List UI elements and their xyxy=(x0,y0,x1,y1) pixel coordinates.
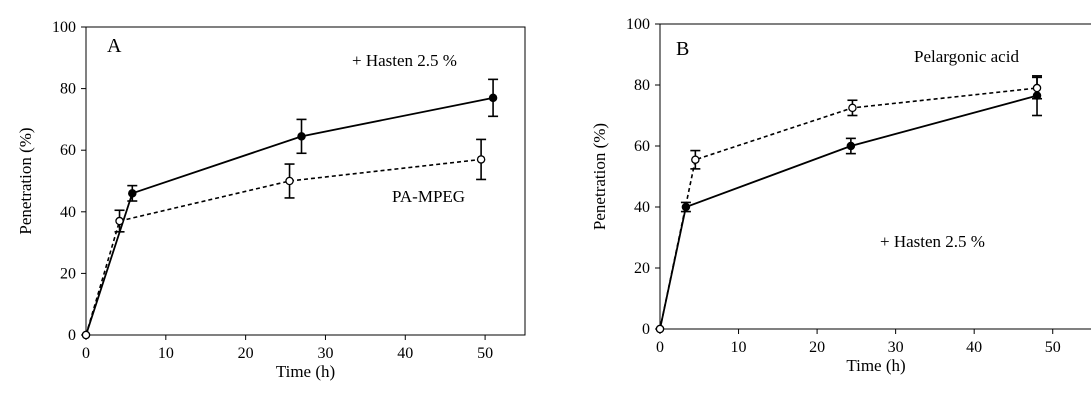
data-point xyxy=(285,176,294,186)
data-point xyxy=(691,155,700,164)
x-tick-label: 30 xyxy=(317,345,333,362)
series-label: + Hasten 2.5 % xyxy=(352,51,457,70)
y-tick-label: 80 xyxy=(634,77,650,94)
y-tick-label: 0 xyxy=(642,321,650,338)
y-tick-label: 60 xyxy=(60,142,76,159)
x-tick-label: 0 xyxy=(82,345,90,362)
y-tick-label: 20 xyxy=(634,260,650,277)
series-line xyxy=(659,94,1038,330)
x-tick-label: 30 xyxy=(888,339,904,356)
y-tick-label: 100 xyxy=(626,16,650,33)
series-label: Pelargonic acid xyxy=(914,47,1019,66)
x-tick-label: 20 xyxy=(809,339,825,356)
y-tick-label: 20 xyxy=(60,265,76,282)
y-axis-title: Penetration (%) xyxy=(16,127,35,234)
x-tick-label: 20 xyxy=(238,345,254,362)
data-point xyxy=(115,216,124,226)
data-point xyxy=(1032,83,1042,93)
x-tick-label: 40 xyxy=(397,345,413,362)
y-axis-title: Penetration (%) xyxy=(590,123,609,230)
plot-frame xyxy=(85,26,526,336)
x-tick-label: 50 xyxy=(1045,339,1061,356)
panel-a-chart: 0 20 40 60 80 100 0 10 20 30 40 50 Time (h) Penetrati… xyxy=(16,19,526,381)
data-point xyxy=(488,93,498,103)
y-tick-label: 80 xyxy=(60,81,76,98)
data-point xyxy=(81,330,91,340)
series-0: + Hasten 2.5 % xyxy=(655,75,1043,334)
y-tick-label: 40 xyxy=(634,199,650,216)
series-line xyxy=(659,87,1038,330)
series-label: + Hasten 2.5 % xyxy=(880,232,985,251)
x-axis-title: Time (h) xyxy=(846,356,905,375)
panel-letter: A xyxy=(107,35,122,57)
series-line xyxy=(85,96,494,336)
series-line xyxy=(85,158,482,336)
series-1: PA-MPEG xyxy=(81,138,487,340)
data-point xyxy=(848,103,857,113)
x-tick-label: 10 xyxy=(158,345,174,362)
x-tick-label: 10 xyxy=(731,339,747,356)
x-tick-label: 50 xyxy=(477,345,493,362)
y-tick-label: 60 xyxy=(634,138,650,155)
panel-b-chart: 0 20 40 60 80 100 0 10 20 30 40 50 Time (h) Penetrati… xyxy=(590,16,1091,375)
data-point xyxy=(128,189,137,198)
x-tick-label: 0 xyxy=(656,339,664,356)
x-tick-label: 40 xyxy=(966,339,982,356)
y-tick-label: 40 xyxy=(60,204,76,221)
panel-letter: B xyxy=(676,38,689,60)
data-point xyxy=(846,141,856,151)
plot-frame xyxy=(659,23,1091,330)
y-tick-label: 0 xyxy=(68,327,76,344)
x-axis-title: Time (h) xyxy=(276,362,335,381)
data-point xyxy=(655,324,665,334)
data-point xyxy=(297,132,306,141)
series-label: PA-MPEG xyxy=(392,187,465,206)
series-1: Pelargonic acid xyxy=(655,47,1043,334)
data-point xyxy=(476,155,486,164)
y-tick-label: 100 xyxy=(52,19,76,36)
